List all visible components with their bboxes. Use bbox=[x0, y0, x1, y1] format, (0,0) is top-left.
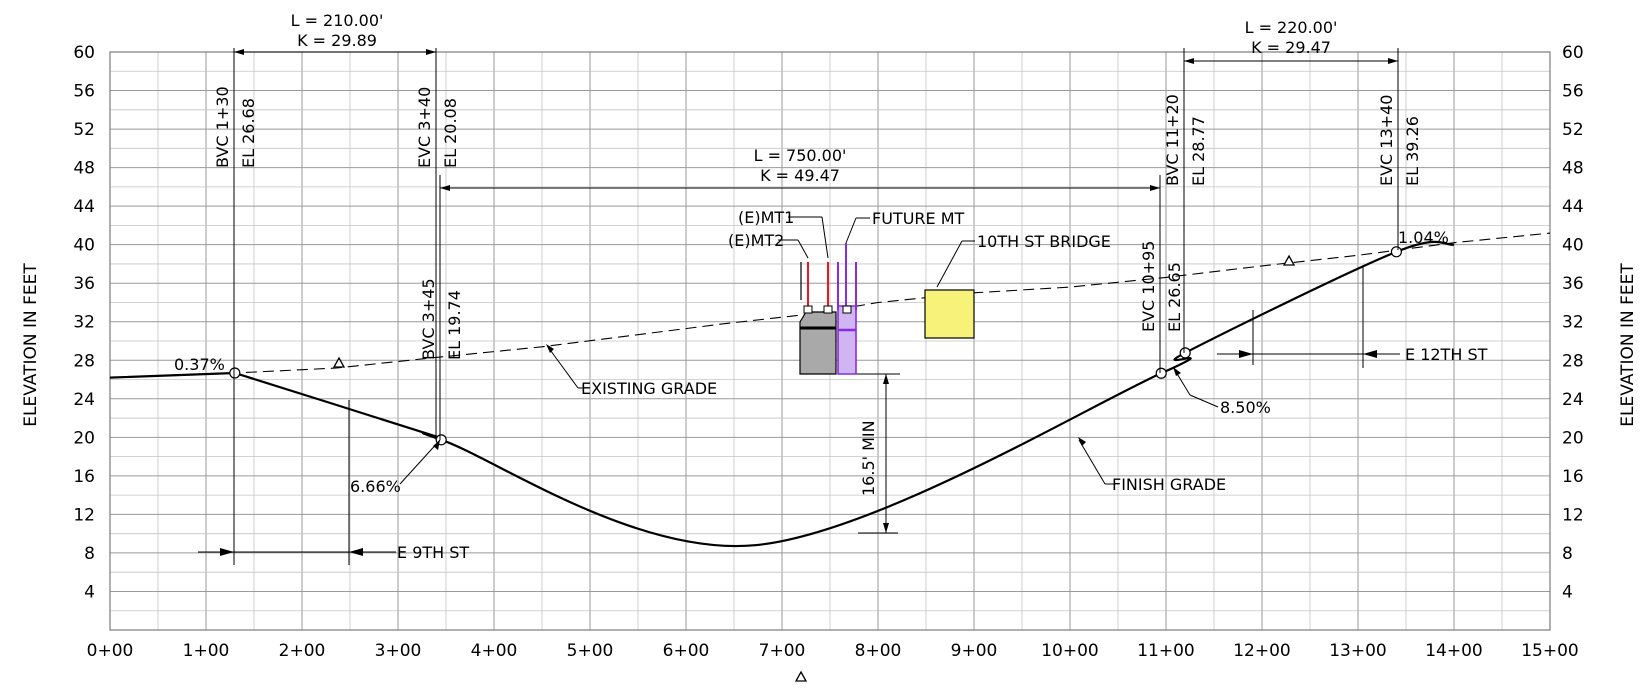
y-tick-label: 20 bbox=[73, 428, 95, 448]
street-12th-marker bbox=[1217, 350, 1400, 358]
pvi-circle bbox=[229, 367, 241, 379]
evc1-station: EVC 3+40 bbox=[415, 87, 434, 168]
y-tick-label: 8 bbox=[84, 544, 95, 564]
grid bbox=[109, 51, 1551, 631]
x-tick-label: 8+00 bbox=[855, 641, 902, 661]
vc1-k: K = 29.89 bbox=[297, 31, 377, 50]
y-tick-label: 24 bbox=[1562, 390, 1584, 410]
evc3-elev: EL 39.26 bbox=[1403, 116, 1422, 186]
existing-grade-line bbox=[109, 232, 1551, 379]
x-tick-label: 0+00 bbox=[87, 641, 134, 661]
bvc2-station: BVC 3+45 bbox=[419, 278, 438, 360]
y-tick-label: 12 bbox=[73, 505, 95, 525]
x-tick-label: 6+00 bbox=[663, 641, 710, 661]
x-tick-label: 3+00 bbox=[375, 641, 422, 661]
emt2-label: (E)MT2 bbox=[728, 231, 784, 250]
evc2-elev: EL 26.65 bbox=[1165, 262, 1184, 332]
x-tick-label: 13+00 bbox=[1329, 641, 1387, 661]
y-tick-label: 56 bbox=[1562, 82, 1584, 102]
evc3-station: EVC 13+40 bbox=[1377, 95, 1396, 186]
y-tick-label: 4 bbox=[84, 582, 95, 602]
bvc1-station: BVC 1+30 bbox=[213, 86, 232, 168]
y-tick-label: 32 bbox=[73, 313, 95, 333]
y-tick-label: 52 bbox=[73, 120, 95, 140]
x-tick-label: 9+00 bbox=[951, 641, 998, 661]
pvi-circle bbox=[1155, 367, 1167, 379]
vc3-length: L = 220.00' bbox=[1245, 18, 1338, 37]
plot-border bbox=[109, 51, 1551, 631]
y-tick-label: 16 bbox=[73, 467, 95, 487]
x-tick-label: 5+00 bbox=[567, 641, 614, 661]
y-tick-label: 8 bbox=[1562, 544, 1573, 564]
y-tick-label: 48 bbox=[73, 159, 95, 179]
y-tick-label: 16 bbox=[1562, 467, 1584, 487]
y-tick-label: 36 bbox=[73, 274, 95, 294]
y-tick-label: 20 bbox=[1562, 428, 1584, 448]
x-tick-label: 12+00 bbox=[1233, 641, 1291, 661]
y-tick-label: 28 bbox=[73, 351, 95, 371]
y-tick-label: 60 bbox=[73, 43, 95, 63]
vc1-length: L = 210.00' bbox=[291, 11, 384, 30]
future-mt-label: FUTURE MT bbox=[872, 209, 965, 228]
curve-dimension-lines bbox=[234, 49, 1398, 191]
y-axis-title-right: ELEVATION IN FEET bbox=[1618, 263, 1638, 427]
x-tick-label: 14+00 bbox=[1425, 641, 1483, 661]
clearance-label: 16.5' MIN bbox=[859, 420, 878, 496]
grade-g3: 8.50% bbox=[1220, 398, 1271, 417]
y-axis-title-left: ELEVATION IN FEET bbox=[21, 263, 41, 427]
y-tick-label: 48 bbox=[1562, 159, 1584, 179]
vc2-length: L = 750.00' bbox=[754, 146, 847, 165]
bvc3-elev: EL 28.77 bbox=[1189, 116, 1208, 186]
x-tick-label: 7+00 bbox=[759, 641, 806, 661]
y-tick-label: 40 bbox=[73, 236, 95, 256]
y-tick-label: 4 bbox=[1562, 582, 1573, 602]
y-tick-label: 36 bbox=[1562, 274, 1584, 294]
pvi-markers bbox=[229, 246, 1403, 446]
x-tick-label: 11+00 bbox=[1137, 641, 1195, 661]
street-9th-marker bbox=[198, 548, 396, 556]
y-tick-label: 32 bbox=[1562, 313, 1584, 333]
finish-grade-label: FINISH GRADE bbox=[1112, 475, 1226, 494]
evc1-elev: EL 20.08 bbox=[441, 98, 460, 168]
x-tick-label: 15+00 bbox=[1521, 641, 1579, 661]
station-lines bbox=[233, 48, 1399, 565]
y-tick-label: 52 bbox=[1562, 120, 1584, 140]
pvi-circle bbox=[1390, 246, 1403, 258]
street-9th-label: E 9TH ST bbox=[397, 543, 469, 562]
y-tick-label: 56 bbox=[73, 82, 95, 102]
y-tick-label: 60 bbox=[1562, 43, 1584, 63]
x-tick-label: 1+00 bbox=[183, 641, 230, 661]
triangle-markers bbox=[332, 254, 1296, 682]
vc3-k: K = 29.47 bbox=[1251, 38, 1331, 57]
x-tick-label: 10+00 bbox=[1041, 641, 1099, 661]
bvc3-station: BVC 11+20 bbox=[1163, 94, 1182, 186]
grade-g2: 6.66% bbox=[350, 477, 401, 496]
y-tick-label: 12 bbox=[1562, 505, 1584, 525]
x-tick-labels: 0+00 1+00 2+00 3+00 4+00 5+00 6+00 7+00 8+00 9+00… bbox=[87, 641, 1579, 661]
pvi-circle bbox=[1179, 347, 1191, 359]
grade-g4: 1.04% bbox=[1398, 228, 1449, 247]
bridge-structure bbox=[799, 243, 975, 375]
street-12th-label: E 12TH ST bbox=[1405, 345, 1488, 364]
x-tick-label: 2+00 bbox=[279, 641, 326, 661]
y-tick-label: 24 bbox=[73, 390, 95, 410]
y-tick-label: 40 bbox=[1562, 236, 1584, 256]
existing-grade-label: EXISTING GRADE bbox=[581, 379, 717, 398]
evc2-station: EVC 10+95 bbox=[1139, 241, 1158, 332]
emt1-label: (E)MT1 bbox=[738, 208, 794, 227]
bvc1-elev: EL 26.68 bbox=[239, 98, 258, 168]
bvc2-elev: EL 19.74 bbox=[445, 290, 464, 360]
vc2-k: K = 49.47 bbox=[760, 166, 840, 185]
y-tick-label: 44 bbox=[73, 197, 95, 217]
bridge-label: 10TH ST BRIDGE bbox=[977, 232, 1111, 251]
grade-g1: 0.37% bbox=[174, 355, 225, 374]
y-tick-label: 44 bbox=[1562, 197, 1584, 217]
y-tick-label: 28 bbox=[1562, 351, 1584, 371]
x-tick-label: 4+00 bbox=[471, 641, 518, 661]
